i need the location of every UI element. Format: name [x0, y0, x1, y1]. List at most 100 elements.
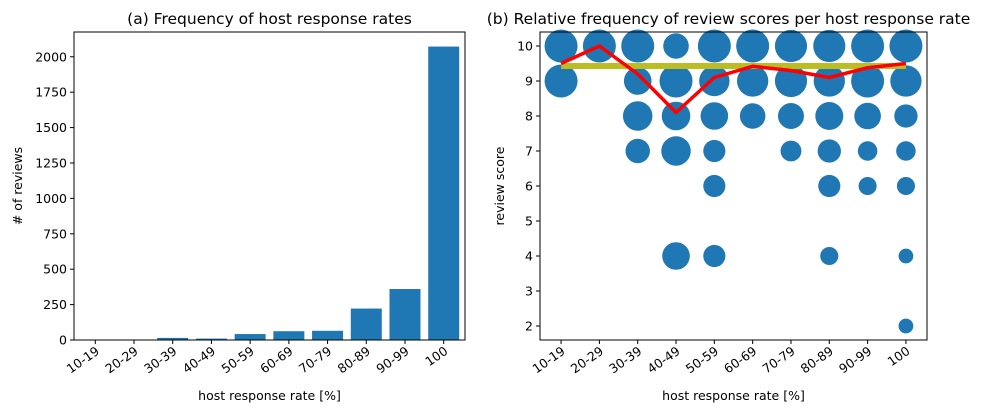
bar-x-tick-label-40-49: 40-49 — [180, 343, 218, 376]
bar-series — [79, 46, 460, 340]
scatter-chart-panel: (b) Relative frequency of review scores … — [487, 10, 971, 403]
bar-y-tick-label-2000: 2000 — [35, 49, 67, 64]
scatter-y-tick-label-2: 2 — [525, 319, 533, 334]
scatter-y-tick-label-9: 9 — [525, 74, 533, 89]
scatter-y-tick-label-8: 8 — [525, 109, 533, 124]
point-60-69-score-10 — [736, 29, 770, 63]
bar-y-tick-label-1000: 1000 — [35, 191, 67, 206]
scatter-x-tick-label-90-99: 90-99 — [836, 343, 874, 376]
scatter-x-tick-label-70-79: 70-79 — [759, 343, 797, 376]
bar-y-tick-label-0: 0 — [59, 333, 67, 348]
point-80-89-score-4 — [820, 246, 839, 266]
scatter-y-tick-label-6: 6 — [525, 179, 533, 194]
scatter-y-ticks: 2 3 4 5 6 7 8 9 10 — [517, 39, 540, 334]
bar-100 — [428, 46, 460, 340]
scatter-y-tick-label-4: 4 — [525, 249, 533, 264]
bar-x-tick-label-30-39: 30-39 — [141, 343, 179, 376]
scatter-x-tick-label-40-49: 40-49 — [644, 343, 682, 376]
scatter-lines — [560, 44, 907, 115]
point-50-59-score-7 — [703, 139, 726, 163]
bar-x-tick-label-50-59: 50-59 — [219, 343, 257, 376]
bar-x-tick-label-10-19: 10-19 — [64, 343, 102, 376]
point-50-59-score-8 — [700, 102, 729, 130]
bar-y-tick-label-1500: 1500 — [35, 120, 67, 135]
point-80-89-score-6 — [818, 174, 841, 198]
point-90-99-score-10 — [851, 29, 885, 63]
bar-chart-panel: (a) Frequency of host response rates 10-… — [10, 10, 466, 403]
point-100-score-4 — [898, 248, 914, 264]
scatter-y-tick-label-7: 7 — [525, 144, 533, 159]
point-50-59-score-10 — [697, 29, 731, 63]
point-80-89-score-7 — [817, 139, 841, 163]
scatter-x-tick-label-100: 100 — [884, 343, 912, 369]
bar-x-ticks: 10-19 20-29 30-39 40-49 50-59 60-69 70-79 80-89… — [64, 340, 450, 376]
point-40-49-score-9 — [659, 64, 693, 98]
point-30-39-score-7 — [625, 138, 650, 164]
point-50-59-score-4 — [703, 244, 726, 268]
scatter-chart-frame — [539, 31, 928, 341]
point-40-49-score-4 — [662, 242, 690, 270]
point-10-19-score-10 — [544, 29, 578, 63]
scatter-x-tick-label-50-59: 50-59 — [683, 343, 721, 376]
point-70-79-score-7 — [780, 140, 802, 162]
bar-y-ticks: 0 250 500 750 1000 1250 1500 1750 2000 — [35, 49, 74, 348]
point-40-49-score-7 — [661, 136, 691, 166]
scatter-x-axis-label: host response rate [%] — [662, 388, 805, 403]
point-50-59-score-6 — [703, 174, 726, 198]
series-line-red — [560, 44, 907, 115]
point-90-99-score-8 — [854, 102, 881, 130]
bar-x-tick-label-80-89: 80-89 — [335, 343, 373, 376]
scatter-x-tick-label-20-29: 20-29 — [568, 343, 606, 376]
bar-60-69 — [273, 331, 305, 340]
bar-chart-title: (a) Frequency of host response rates — [127, 10, 412, 28]
point-90-99-score-9 — [851, 64, 885, 98]
bar-90-99 — [389, 289, 421, 340]
bar-70-79 — [312, 330, 344, 340]
scatter-y-axis-label: review score — [492, 146, 507, 225]
point-80-89-score-9 — [813, 65, 845, 97]
bar-x-tick-label-100: 100 — [422, 343, 450, 369]
point-100-score-6 — [896, 176, 915, 196]
bar-y-tick-label-750: 750 — [43, 226, 67, 241]
point-60-69-score-8 — [739, 103, 766, 129]
scatter-y-tick-label-10: 10 — [517, 39, 533, 54]
point-100-score-8 — [894, 104, 918, 128]
point-80-89-score-10 — [813, 29, 846, 63]
point-30-39-score-8 — [622, 101, 653, 131]
bar-chart-frame — [73, 31, 466, 341]
point-30-39-score-10 — [621, 29, 655, 63]
scatter-x-tick-label-80-89: 80-89 — [798, 343, 836, 376]
bar-40-49 — [195, 338, 227, 340]
point-40-49-score-10 — [663, 33, 689, 59]
point-80-89-score-8 — [815, 101, 844, 131]
bar-y-tick-label-1750: 1750 — [35, 85, 67, 100]
point-70-79-score-8 — [777, 103, 804, 129]
bar-y-tick-label-1250: 1250 — [35, 155, 67, 170]
scatter-points — [544, 29, 923, 334]
point-30-39-score-9 — [623, 67, 652, 95]
scatter-x-ticks: 10-19 20-29 30-39 40-49 50-59 60-69 70-79 80-89… — [529, 340, 913, 376]
bar-x-tick-label-60-69: 60-69 — [257, 343, 295, 376]
point-90-99-score-6 — [858, 176, 877, 196]
point-40-49-score-8 — [661, 101, 691, 131]
point-100-score-10 — [889, 29, 923, 63]
scatter-y-tick-label-3: 3 — [525, 284, 533, 299]
point-10-19-score-9 — [544, 64, 578, 98]
bar-y-tick-label-250: 250 — [43, 297, 67, 312]
bar-x-tick-label-20-29: 20-29 — [102, 343, 140, 376]
point-50-59-score-9 — [699, 65, 730, 97]
scatter-x-tick-label-60-69: 60-69 — [721, 343, 759, 376]
bar-50-59 — [234, 334, 266, 340]
point-70-79-score-10 — [774, 29, 808, 63]
bar-x-tick-label-90-99: 90-99 — [373, 343, 411, 376]
point-60-69-score-9 — [737, 65, 769, 97]
point-100-score-7 — [896, 141, 916, 161]
bar-x-tick-label-70-79: 70-79 — [296, 343, 334, 376]
scatter-y-tick-label-5: 5 — [525, 214, 533, 229]
bar-y-tick-label-500: 500 — [43, 262, 67, 277]
bar-80-89 — [350, 308, 382, 340]
scatter-x-tick-label-10-19: 10-19 — [529, 343, 567, 376]
scatter-chart-title: (b) Relative frequency of review scores … — [487, 10, 971, 28]
point-100-score-9 — [890, 65, 922, 97]
